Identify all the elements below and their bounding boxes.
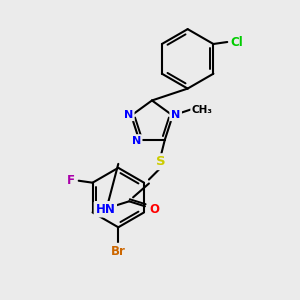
- Text: O: O: [149, 203, 159, 216]
- Text: Cl: Cl: [231, 35, 244, 49]
- Text: N: N: [171, 110, 180, 119]
- Text: N: N: [132, 136, 141, 146]
- Text: N: N: [124, 110, 133, 119]
- Text: HN: HN: [95, 203, 115, 216]
- Text: CH₃: CH₃: [192, 105, 213, 115]
- Text: Br: Br: [111, 244, 126, 258]
- Text: S: S: [156, 155, 166, 168]
- Text: F: F: [67, 174, 75, 187]
